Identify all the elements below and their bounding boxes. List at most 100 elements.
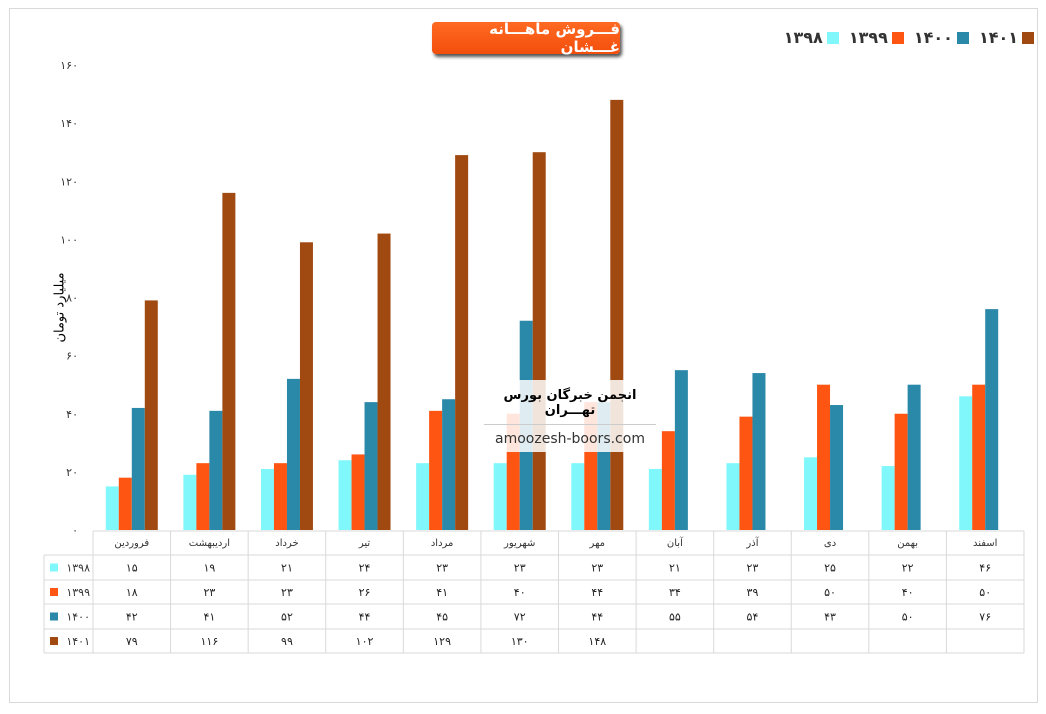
- legend-label: ۱۳۹۸: [783, 28, 823, 47]
- table-cell: ۲۱: [669, 562, 681, 575]
- table-series-label: ۱۳۹۹: [66, 586, 90, 599]
- y-tick-label: ۱۶۰: [60, 59, 78, 72]
- y-tick-label: ۱۰۰: [60, 233, 78, 246]
- legend-swatch: [826, 31, 839, 44]
- category-label: خرداد: [275, 538, 298, 549]
- table-cell: ۴۴: [591, 586, 603, 599]
- legend-label: ۱۳۹۹: [848, 28, 888, 47]
- bar-۱۴۰۰: [209, 410, 223, 530]
- category-label: دی: [824, 538, 836, 549]
- table-cell: ۵۴: [747, 611, 759, 624]
- legend-swatch: [956, 31, 969, 44]
- bar-۱۴۰۰: [131, 407, 145, 530]
- table-cell: ۲۲: [902, 562, 914, 575]
- bar-۱۳۹۸: [338, 460, 352, 530]
- bar-۱۳۹۸: [881, 466, 895, 530]
- table-cell: ۴۴: [591, 611, 603, 624]
- bar-۱۴۰۰: [442, 399, 456, 530]
- table-cell: ۴۱: [436, 586, 448, 599]
- legend-item: ۱۴۰۰: [914, 28, 969, 47]
- category-label: مهر: [589, 538, 605, 549]
- y-tick-label: ۱۲۰: [60, 175, 78, 188]
- chart-title: فـــروش ماهـــانه غـــشان: [432, 20, 620, 56]
- bar-۱۴۰۱: [610, 99, 624, 530]
- table-cell: ۲۳: [281, 586, 293, 599]
- bar-۱۳۹۸: [105, 486, 119, 530]
- table-cell: ۵۲: [281, 611, 293, 624]
- table-cell: ۱۹: [203, 562, 215, 575]
- bar-۱۳۹۹: [817, 384, 831, 530]
- bar-۱۳۹۹: [351, 454, 365, 530]
- bar-۱۳۹۸: [959, 396, 973, 530]
- watermark-title: انجمن خبرگان بورس تهـــران: [484, 380, 656, 425]
- bar-۱۴۰۱: [144, 300, 158, 530]
- bar-۱۴۰۰: [286, 378, 300, 530]
- table-cell: ۲۳: [591, 562, 603, 575]
- category-label: تیر: [358, 538, 371, 549]
- table-cell: ۹۹: [281, 635, 293, 648]
- table-cell: ۲۳: [747, 562, 759, 575]
- legend-item: ۱۴۰۱: [979, 28, 1034, 47]
- table-series-label: ۱۳۹۸: [66, 562, 90, 575]
- table-cell: ۲۶: [359, 586, 371, 599]
- table-cell: ۲۳: [436, 562, 448, 575]
- table-legend-key: [50, 612, 58, 621]
- bar-۱۳۹۹: [273, 463, 287, 530]
- legend-swatch: [891, 31, 904, 44]
- bar-۱۳۹۹: [196, 463, 210, 530]
- category-label: شهریور: [503, 538, 535, 549]
- category-label: آذر: [745, 536, 759, 549]
- bar-۱۴۰۰: [985, 309, 999, 530]
- watermark-url: amoozesh-boors.com: [495, 431, 645, 447]
- table-cell: ۳۴: [669, 586, 681, 599]
- bar-۱۳۹۸: [183, 474, 197, 530]
- bar-۱۴۰۱: [377, 233, 391, 530]
- y-tick-label: ۲۰: [66, 466, 78, 479]
- bar-۱۴۰۱: [455, 155, 469, 530]
- table-cell: ۷۶: [979, 611, 991, 624]
- legend-item: ۱۳۹۹: [849, 28, 904, 47]
- bar-۱۴۰۱: [299, 242, 313, 530]
- table-cell: ۵۰: [979, 586, 991, 599]
- table-series-label: ۱۴۰۱: [66, 635, 90, 648]
- table-legend-key: [50, 637, 58, 645]
- table-series-label: ۱۴۰۰: [66, 611, 90, 624]
- bar-۱۴۰۰: [752, 373, 766, 530]
- bar-۱۳۹۸: [493, 463, 507, 530]
- category-label: اردیبهشت: [189, 538, 230, 549]
- bar-۱۳۹۸: [648, 468, 662, 530]
- table-cell: ۲۵: [824, 562, 836, 575]
- y-tick-label: ۰: [72, 524, 78, 537]
- watermark: انجمن خبرگان بورس تهـــران amoozesh-boor…: [484, 380, 656, 452]
- table-cell: ۷۹: [126, 635, 138, 648]
- bar-۱۴۰۱: [532, 152, 546, 530]
- table-cell: ۲۳: [203, 586, 215, 599]
- table-cell: ۱۲۹: [433, 635, 451, 648]
- legend-swatch: [1022, 31, 1034, 44]
- table-cell: ۵۵: [669, 611, 681, 624]
- bar-۱۴۰۰: [830, 405, 844, 530]
- bar-۱۳۹۸: [726, 463, 740, 530]
- table-cell: ۴۶: [979, 562, 991, 575]
- bar-۱۳۹۹: [894, 413, 908, 530]
- table-legend-key: [50, 588, 58, 596]
- bar-۱۳۹۸: [416, 463, 430, 530]
- legend-item: ۱۳۹۸: [784, 28, 839, 47]
- category-label: مرداد: [431, 538, 454, 549]
- bar-۱۳۹۸: [804, 457, 818, 530]
- table-cell: ۲۱: [281, 562, 293, 575]
- category-label: آبان: [667, 536, 684, 549]
- table-cell: ۷۲: [514, 611, 526, 624]
- bar-۱۳۹۸: [571, 463, 585, 530]
- table-cell: ۱۰۲: [356, 635, 374, 648]
- bar-۱۳۹۹: [972, 384, 986, 530]
- table-cell: ۴۴: [359, 611, 371, 624]
- category-label: بهمن: [897, 538, 918, 549]
- bar-۱۳۹۹: [118, 477, 132, 530]
- bar-۱۳۹۸: [260, 468, 274, 530]
- bar-۱۴۰۰: [364, 402, 378, 530]
- table-cell: ۴۳: [824, 611, 836, 624]
- table-cell: ۱۵: [126, 562, 138, 575]
- bar-۱۳۹۹: [739, 416, 753, 530]
- table-cell: ۵۰: [824, 586, 836, 599]
